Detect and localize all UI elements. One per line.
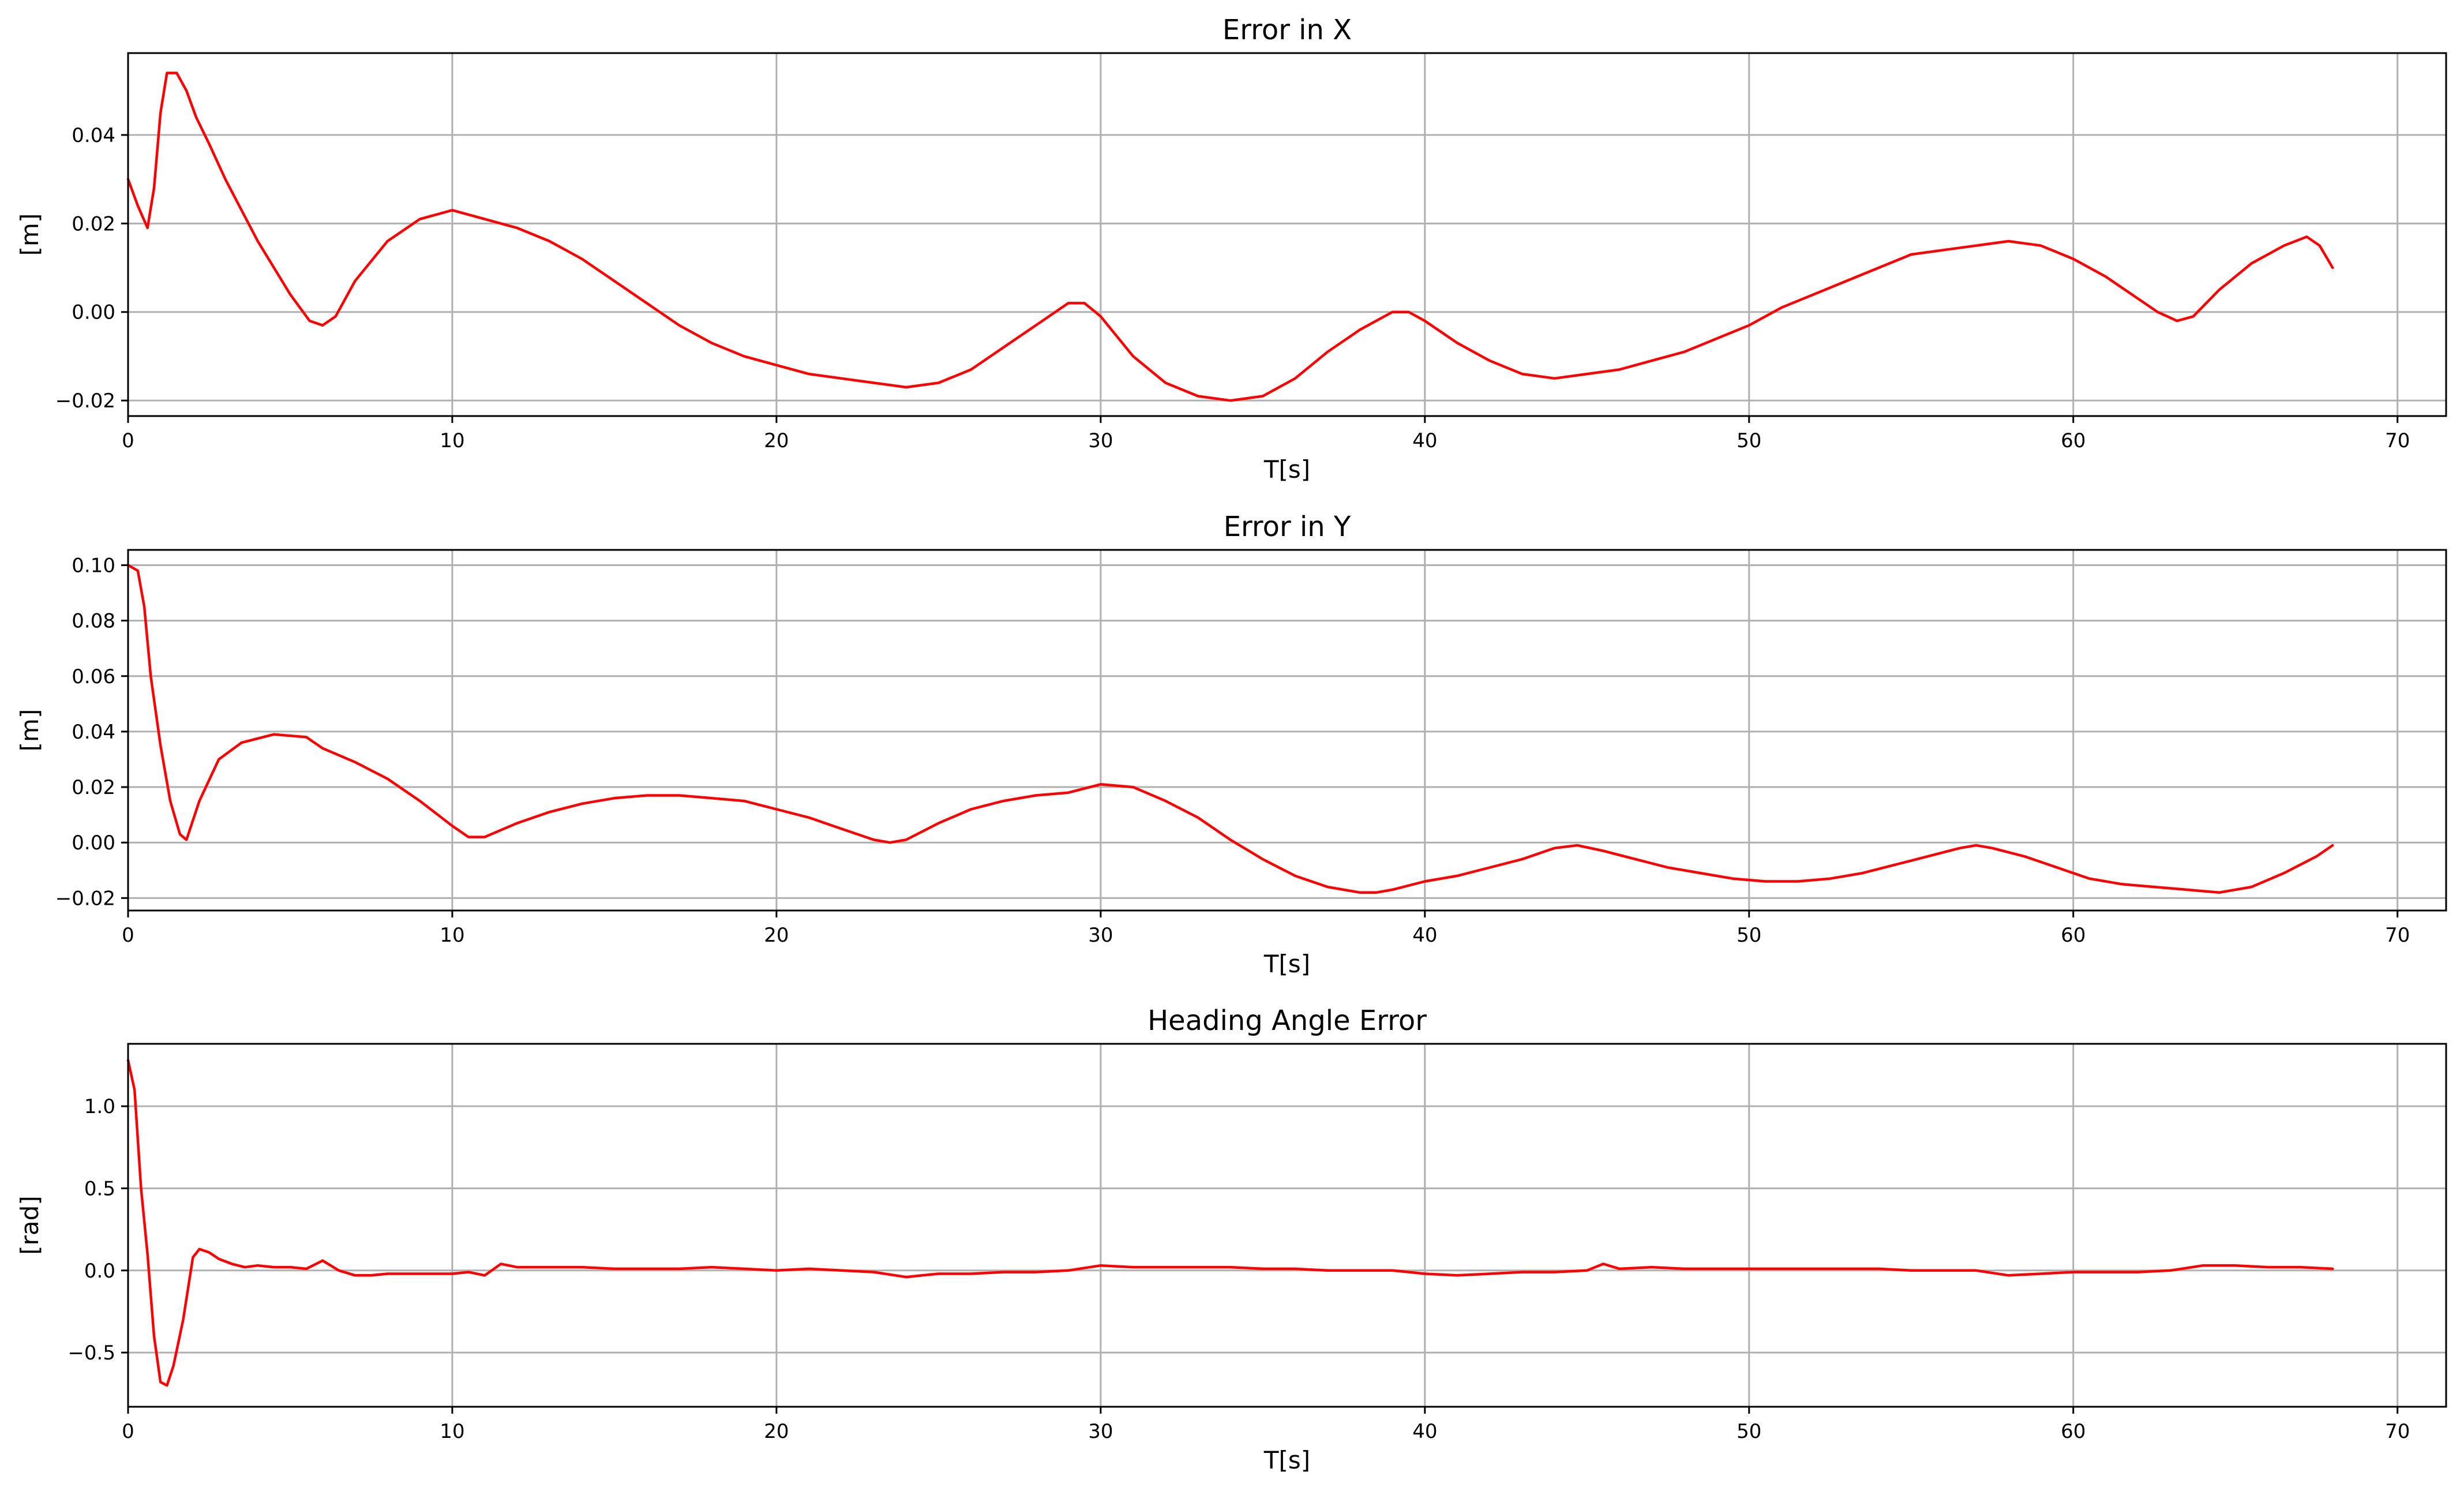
- y-tick-label: 0.06: [72, 665, 115, 688]
- x-tick-label: 30: [1088, 1420, 1113, 1443]
- panel-heading-angle-error: 0 10 20 30 40 50 60 70 −0.5 0.0 0.5 1.0 Heading Ang…: [16, 1005, 2447, 1474]
- gridlines: [127, 550, 2446, 911]
- y-tick-label: 0.08: [72, 610, 115, 633]
- y-tick-label: 0.10: [72, 554, 115, 577]
- x-tick-label: 60: [2061, 1420, 2086, 1443]
- x-tick-label: 40: [1412, 924, 1437, 947]
- axes-frame: [127, 549, 2447, 912]
- y-tick-label: −0.5: [67, 1342, 115, 1365]
- axes-frame: [127, 52, 2447, 417]
- x-tick-label: 50: [1737, 429, 1761, 452]
- series-layer: [126, 72, 2334, 402]
- x-tick-label: 60: [2061, 924, 2086, 947]
- x-axis-label: T[s]: [1263, 455, 1310, 484]
- series-layer: [126, 564, 2334, 894]
- y-tick-label: 0.02: [72, 212, 115, 235]
- y-tick-label: 0.0: [84, 1260, 115, 1283]
- x-axis-label: T[s]: [1263, 950, 1310, 978]
- x-tick-label: 0: [122, 924, 134, 947]
- x-tick-label: 30: [1088, 429, 1113, 452]
- ticks: 0 10 20 30 40 50 60 70 −0.5 0.0 0.5 1.0: [67, 1095, 2410, 1443]
- panel-error-y: 0 10 20 30 40 50 60 70 −0.02 0.00 0.02 0.04 0.06 0.08…: [16, 511, 2447, 978]
- y-tick-label: 1.0: [84, 1095, 115, 1118]
- x-tick-label: 50: [1737, 1420, 1761, 1443]
- y-axis-label: [rad]: [16, 1196, 44, 1254]
- chart-title: Error in Y: [1224, 511, 1351, 543]
- y-tick-label: 0.04: [72, 124, 115, 147]
- x-tick-label: 40: [1412, 1420, 1437, 1443]
- x-tick-label: 30: [1088, 924, 1113, 947]
- y-tick-label: 0.5: [84, 1177, 115, 1200]
- gridlines: [127, 53, 2446, 416]
- y-tick-label: 0.00: [72, 831, 115, 855]
- x-tick-label: 50: [1737, 924, 1761, 947]
- x-tick-label: 60: [2061, 429, 2086, 452]
- series-line: [126, 564, 2334, 894]
- x-tick-label: 10: [440, 429, 464, 452]
- y-tick-label: −0.02: [55, 887, 115, 910]
- y-tick-label: 0.00: [72, 301, 115, 324]
- chart-title: Heading Angle Error: [1147, 1005, 1427, 1037]
- ticks: 0 10 20 30 40 50 60 70 −0.02 0.00 0.02 0.04: [55, 124, 2410, 452]
- x-axis-label: T[s]: [1263, 1446, 1310, 1474]
- y-axis-label: [m]: [16, 709, 44, 752]
- axes-frame: [127, 1043, 2447, 1408]
- x-tick-label: 40: [1412, 429, 1437, 452]
- x-tick-label: 20: [764, 429, 789, 452]
- x-tick-label: 70: [2385, 429, 2410, 452]
- chart-title: Error in X: [1222, 14, 1352, 46]
- x-tick-label: 10: [440, 924, 464, 947]
- x-tick-label: 10: [440, 1420, 464, 1443]
- x-tick-label: 0: [122, 1420, 134, 1443]
- series-line: [126, 1059, 2334, 1387]
- gridlines: [127, 1044, 2446, 1407]
- x-tick-label: 70: [2385, 1420, 2410, 1443]
- panel-error-x: 0 10 20 30 40 50 60 70 −0.02 0.00 0.02 0.04 Error i…: [16, 14, 2447, 484]
- series-line: [126, 72, 2334, 402]
- x-tick-label: 70: [2385, 924, 2410, 947]
- y-tick-label: 0.02: [72, 776, 115, 799]
- series-layer: [126, 1059, 2334, 1387]
- y-tick-label: −0.02: [55, 389, 115, 413]
- x-tick-label: 0: [122, 429, 134, 452]
- x-tick-label: 20: [764, 924, 789, 947]
- ticks: 0 10 20 30 40 50 60 70 −0.02 0.00 0.02 0.04 0.06 0.08…: [55, 554, 2410, 947]
- y-axis-label: [m]: [16, 213, 44, 256]
- x-tick-label: 20: [764, 1420, 789, 1443]
- y-tick-label: 0.04: [72, 721, 115, 744]
